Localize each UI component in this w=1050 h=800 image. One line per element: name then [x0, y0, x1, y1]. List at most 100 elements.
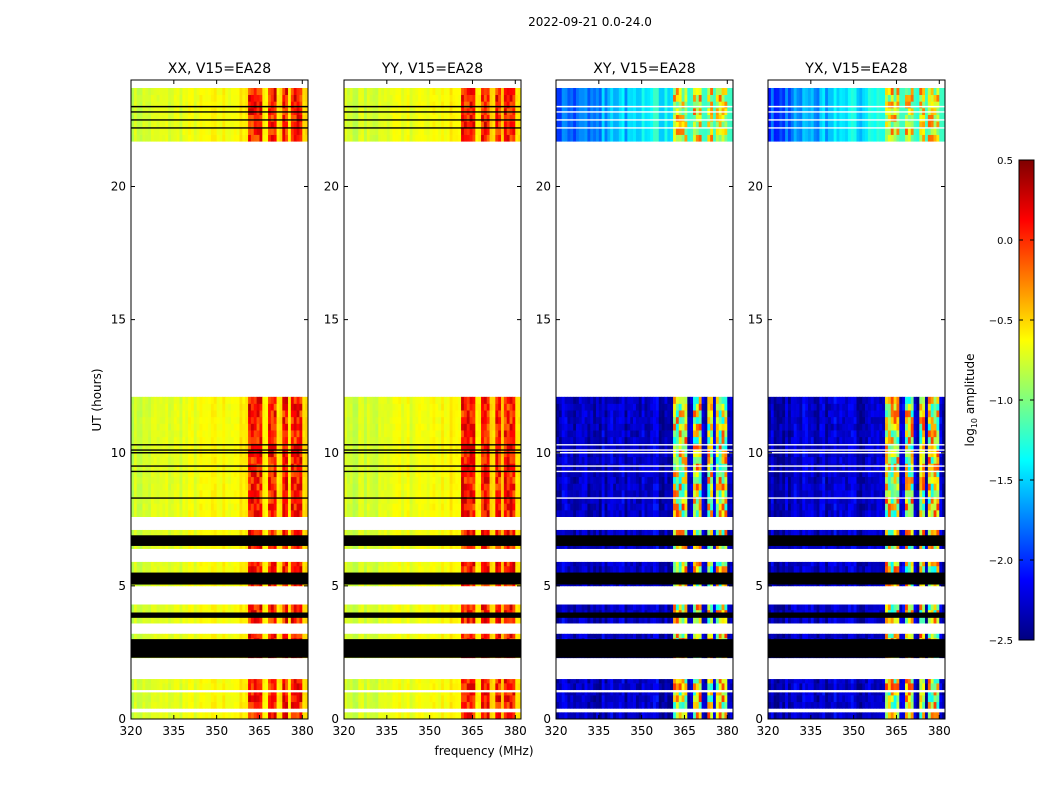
heatmap-cell	[392, 565, 396, 573]
heatmap-cell	[202, 529, 206, 536]
heatmap-cell	[355, 604, 359, 611]
heatmap-cell	[216, 692, 220, 696]
heatmap-cell	[438, 443, 442, 451]
heatmap-cell	[492, 604, 496, 611]
heatmap-cell	[133, 114, 138, 122]
heatmap-cell	[153, 101, 158, 109]
heatmap-cell	[478, 509, 482, 517]
heatmap-cell	[409, 436, 413, 444]
heatmap-cell	[406, 503, 411, 511]
heatmap-cell	[461, 695, 465, 703]
heatmap-cell	[412, 692, 416, 696]
heatmap-cell	[159, 430, 163, 438]
heatmap-cell	[412, 470, 416, 478]
heatmap-cell	[285, 695, 289, 703]
heatmap-cell	[265, 683, 269, 691]
heatmap-cell	[230, 496, 235, 504]
heatmap-cell	[509, 701, 513, 709]
heatmap-cell	[296, 483, 300, 491]
heatmap-cell	[273, 616, 277, 624]
heatmap-cell	[346, 616, 351, 624]
heatmap-cell	[449, 476, 453, 484]
heatmap-cell	[205, 430, 209, 438]
heatmap-cell	[208, 483, 212, 491]
heatmap-cell	[449, 490, 453, 498]
heatmap-cell	[168, 423, 172, 431]
heatmap-cell	[236, 695, 240, 703]
heatmap-cell	[398, 565, 402, 573]
heatmap-cell	[418, 496, 422, 504]
heatmap-cell	[162, 87, 166, 95]
heatmap-cell	[296, 503, 300, 511]
heatmap-cell	[392, 692, 396, 696]
heatmap-cell	[358, 701, 362, 709]
heatmap-cell	[173, 423, 178, 431]
heatmap-cell	[483, 503, 488, 511]
heatmap-cell	[148, 509, 152, 517]
heatmap-cell	[483, 679, 488, 684]
heatmap-cell	[142, 403, 146, 411]
heatmap-cell	[282, 683, 286, 691]
heatmap-cell	[250, 701, 255, 709]
heatmap-cell	[506, 695, 510, 703]
heatmap-cell	[182, 565, 186, 573]
heatmap-cell	[245, 436, 249, 444]
heatmap-cell	[259, 633, 263, 639]
heatmap-cell	[483, 430, 488, 438]
heatmap-cell	[216, 712, 220, 719]
heatmap-cell	[142, 529, 146, 536]
heatmap-cell	[426, 679, 430, 684]
heatmap-cell	[288, 633, 292, 639]
heatmap-cell	[170, 101, 175, 109]
heatmap-cell	[279, 490, 283, 498]
heatmap-cell	[518, 430, 521, 438]
heatmap-cell	[142, 396, 146, 404]
heatmap-cell	[441, 695, 445, 703]
heatmap-cell	[446, 683, 450, 691]
heatmap-cell	[179, 114, 183, 122]
heatmap-cell	[481, 692, 485, 696]
heatmap-cell	[435, 604, 439, 611]
heatmap-cell	[233, 456, 237, 464]
heatmap-cell	[185, 616, 189, 624]
heatmap-cell	[282, 503, 286, 511]
heatmap-cell	[509, 633, 513, 639]
heatmap-cell	[199, 692, 203, 696]
heatmap-cell	[202, 470, 206, 478]
heatmap-cell	[216, 503, 220, 511]
heatmap-cell	[461, 483, 465, 491]
heatmap-cell	[475, 483, 479, 491]
heatmap-cell	[188, 712, 192, 719]
heatmap-cell	[268, 503, 272, 511]
heatmap-cell	[179, 87, 183, 95]
heatmap-cell	[193, 94, 198, 102]
heatmap-cell	[236, 436, 240, 444]
heatmap-cell	[421, 509, 425, 517]
heatmap-cell	[159, 121, 163, 129]
heatmap-cell	[133, 101, 138, 109]
heatmap-cell	[469, 616, 473, 624]
heatmap-cell	[225, 463, 229, 471]
heatmap-cell	[262, 503, 266, 511]
heatmap-cell	[506, 692, 510, 696]
heatmap-cell	[489, 712, 493, 719]
heatmap-cell	[145, 87, 149, 95]
heatmap-cell	[355, 509, 359, 517]
heatmap-cell	[441, 430, 445, 438]
heatmap-cell	[136, 416, 140, 424]
heatmap-cell	[136, 396, 140, 404]
heatmap-cell	[293, 450, 297, 458]
heatmap-cell	[196, 683, 200, 691]
heatmap-cell	[418, 430, 422, 438]
heatmap-cell	[449, 561, 453, 567]
heatmap-cell	[159, 423, 163, 431]
heatmap-cell	[245, 490, 249, 498]
heatmap-cell	[219, 410, 223, 418]
heatmap-cell	[216, 701, 220, 709]
heatmap-cell	[290, 134, 295, 142]
heatmap-cell	[293, 134, 297, 142]
heatmap-cell	[253, 561, 257, 567]
heatmap-cell	[426, 483, 430, 491]
heatmap-cell	[239, 509, 243, 517]
heatmap-cell	[361, 476, 365, 484]
